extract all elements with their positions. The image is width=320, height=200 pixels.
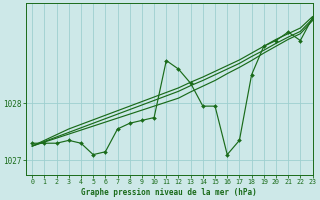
X-axis label: Graphe pression niveau de la mer (hPa): Graphe pression niveau de la mer (hPa): [82, 188, 257, 197]
